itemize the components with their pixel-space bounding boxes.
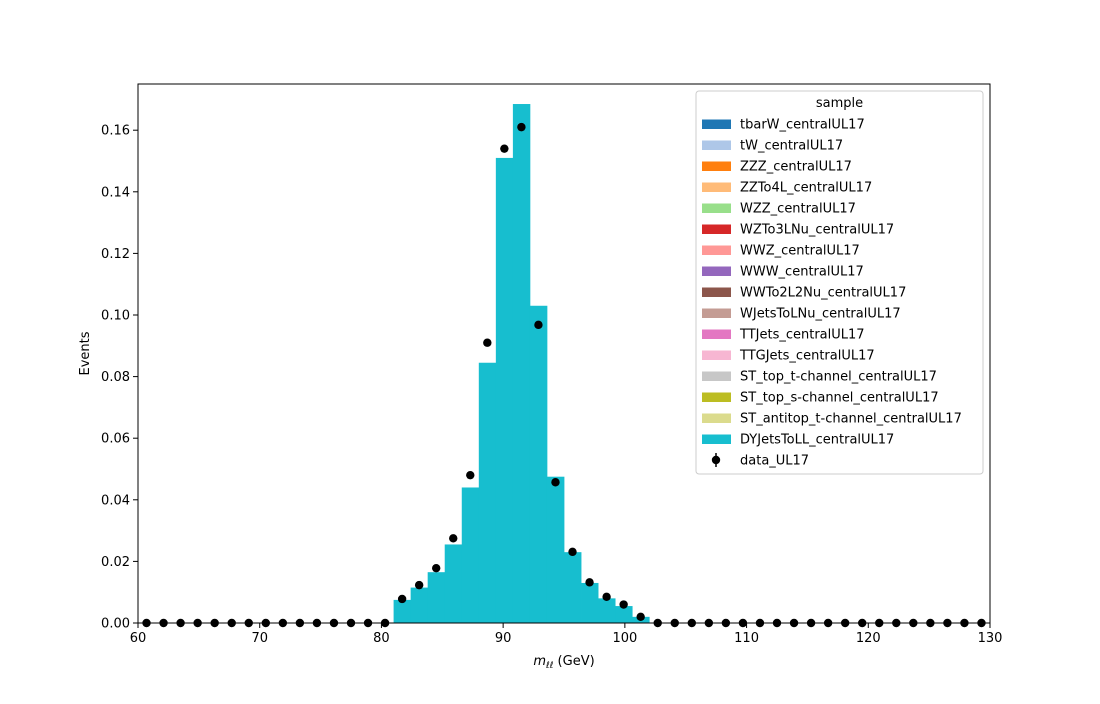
histogram-bar (598, 598, 616, 623)
y-tick-label: 0.04 (101, 493, 130, 508)
legend-swatch (702, 224, 731, 234)
y-tick-label: 0.14 (101, 185, 130, 200)
legend-label: ZZZ_centralUL17 (740, 160, 852, 175)
legend-swatch (702, 413, 731, 423)
legend-swatch (702, 266, 731, 276)
histogram-bars (393, 104, 650, 624)
x-tick-label: 60 (130, 631, 147, 646)
x-axis-label: mℓℓ (GeV) (533, 654, 594, 671)
legend-swatch (702, 308, 731, 318)
y-axis-label: Events (78, 331, 93, 375)
legend-label: data_UL17 (740, 454, 809, 469)
legend-label: TTJets_centralUL17 (739, 328, 865, 343)
y-axis-ticks: 0.00 0.02 0.04 0.06 0.08 0.10 0.12 0.14 0.16 (101, 124, 138, 632)
legend-label: tW_centralUL17 (740, 139, 843, 154)
histogram-bar (410, 587, 429, 623)
x-tick-label: 70 (251, 631, 268, 646)
legend-title: sample (816, 96, 863, 111)
legend-swatch (702, 119, 731, 129)
x-tick-label: 120 (856, 631, 881, 646)
data-point (568, 547, 577, 557)
legend-swatch (702, 350, 731, 360)
legend-label: TTGJets_centralUL17 (739, 349, 875, 364)
histogram-bar (444, 544, 463, 623)
data-point (551, 478, 560, 487)
legend-swatch (702, 434, 731, 444)
legend-swatch (702, 161, 731, 171)
legend: sample tbarW_centralUL17 tW_centralUL17 ZZZ… (695, 90, 984, 475)
legend-label: WJetsToLNu_centralUL17 (740, 307, 901, 322)
x-axis-label-subscript: ℓℓ (545, 661, 553, 671)
histogram-bar (495, 157, 514, 624)
data-point (619, 600, 628, 609)
legend-label: WWW_centralUL17 (740, 265, 864, 280)
legend-box (695, 90, 984, 475)
histogram-bar (478, 362, 497, 623)
data-point (432, 563, 441, 573)
x-tick-label: 110 (734, 631, 759, 646)
data-point (534, 320, 543, 330)
legend-label: DYJetsToLL_centralUL17 (740, 433, 894, 448)
y-tick-label: 0.06 (101, 432, 130, 447)
y-tick-label: 0.10 (101, 309, 130, 324)
x-tick-label: 80 (373, 631, 390, 646)
legend-label: ZZTo4L_centralUL17 (740, 181, 872, 196)
x-tick-label: 90 (495, 631, 512, 646)
histogram-bar (564, 552, 582, 623)
legend-swatch (702, 371, 731, 381)
data-points (142, 122, 986, 628)
legend-swatch (702, 245, 731, 255)
legend-label: ST_top_t-channel_centralUL17 (740, 370, 937, 385)
histogram-bar (393, 599, 412, 623)
x-tick-label: 100 (612, 631, 637, 646)
legend-label: WWZ_centralUL17 (740, 244, 860, 259)
histogram-bar (546, 476, 565, 623)
legend-swatch (702, 287, 731, 297)
legend-swatch (702, 392, 731, 402)
y-tick-label: 0.12 (101, 247, 130, 262)
histogram-bar (615, 606, 633, 623)
legend-label: ST_top_s-channel_centralUL17 (740, 391, 939, 406)
y-tick-label: 0.02 (101, 555, 130, 570)
plot-frame (137, 83, 991, 624)
data-point (466, 470, 475, 480)
legend-swatch (702, 182, 731, 192)
y-tick-label: 0.08 (101, 370, 130, 385)
legend-label: WZZ_centralUL17 (740, 202, 856, 217)
data-point (602, 592, 611, 602)
legend-swatch (702, 140, 731, 150)
x-tick-label: 130 (978, 631, 1003, 646)
x-axis-label-unit: (GeV) (553, 654, 594, 669)
legend-marker (711, 455, 721, 465)
y-tick-label: 0.00 (101, 617, 130, 632)
data-point (585, 578, 594, 587)
legend-swatch (702, 329, 731, 339)
histogram-bar (512, 104, 531, 623)
data-point (397, 594, 407, 604)
histogram-bar (529, 305, 548, 623)
data-point (414, 580, 424, 590)
legend-label: WZTo3LNu_centralUL17 (740, 223, 894, 238)
legend-label: WWTo2L2Nu_centralUL17 (740, 286, 906, 301)
histogram-bar (581, 582, 599, 623)
x-axis-ticks: 60 70 80 90 100 110 120 130 (130, 623, 1003, 646)
data-point (483, 338, 492, 347)
x-axis-label-symbol: m (533, 654, 546, 669)
legend-swatch (702, 203, 731, 213)
legend-label: ST_antitop_t-channel_centralUL17 (740, 412, 962, 427)
histogram-bar (461, 487, 480, 623)
y-tick-label: 0.16 (101, 124, 130, 139)
data-point (500, 144, 509, 153)
data-point (517, 122, 526, 132)
data-point (449, 534, 458, 543)
legend-label: tbarW_centralUL17 (740, 118, 865, 133)
data-point (636, 612, 645, 622)
histogram-bar (427, 572, 446, 623)
